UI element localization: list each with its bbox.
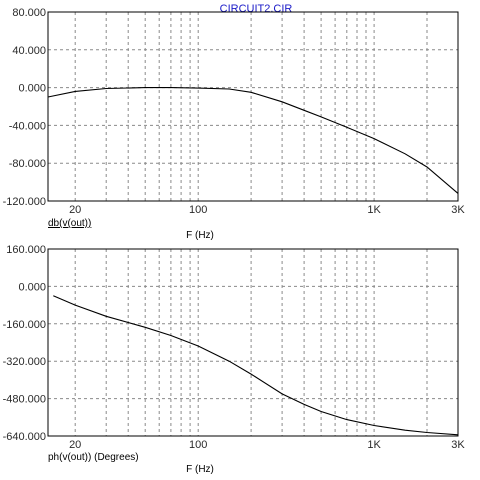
y-tick-label: -40.000 bbox=[9, 120, 46, 132]
x-tick-label: 1K bbox=[367, 439, 381, 451]
y-axis-label: db(v(out)) bbox=[48, 218, 91, 229]
series-line bbox=[53, 295, 459, 436]
y-tick-label: 160.000 bbox=[6, 244, 46, 256]
y-axis-label: ph(v(out)) (Degrees) bbox=[48, 452, 139, 463]
y-tick-label: -160.000 bbox=[3, 319, 46, 331]
y-tick-label: -120.000 bbox=[3, 196, 46, 208]
y-tick-label: -80.000 bbox=[9, 158, 46, 170]
y-tick-label: 40.000 bbox=[12, 45, 46, 57]
y-tick-label: -480.000 bbox=[3, 394, 46, 406]
y-tick-label: -640.000 bbox=[3, 431, 46, 443]
x-tick-label: 3K bbox=[451, 204, 465, 216]
x-axis-label: F (Hz) bbox=[186, 230, 214, 241]
series-line bbox=[47, 87, 459, 194]
plot-frame bbox=[47, 248, 459, 437]
y-tick-label: 0.000 bbox=[18, 83, 46, 95]
y-tick-label: 0.000 bbox=[18, 281, 46, 293]
y-tick-label: -320.000 bbox=[3, 356, 46, 368]
chart-title: CIRCUIT2.CIR bbox=[220, 3, 293, 15]
x-tick-label: 100 bbox=[189, 204, 207, 216]
x-tick-label: 100 bbox=[189, 439, 207, 451]
x-tick-label: 20 bbox=[69, 204, 81, 216]
x-tick-label: 20 bbox=[69, 439, 81, 451]
x-tick-label: 1K bbox=[367, 204, 381, 216]
phase-plot: 160.000 0.000 -160.000 -320.000 -480.000 -640… bbox=[3, 244, 466, 475]
magnitude-plot: 80.000 40.000 0.000 -40.000 -80.000 -120.000 2… bbox=[3, 7, 466, 241]
y-tick-label: 80.000 bbox=[12, 7, 46, 19]
x-axis-label: F (Hz) bbox=[186, 464, 214, 475]
x-tick-label: 3K bbox=[451, 439, 465, 451]
plot-frame bbox=[47, 11, 459, 202]
